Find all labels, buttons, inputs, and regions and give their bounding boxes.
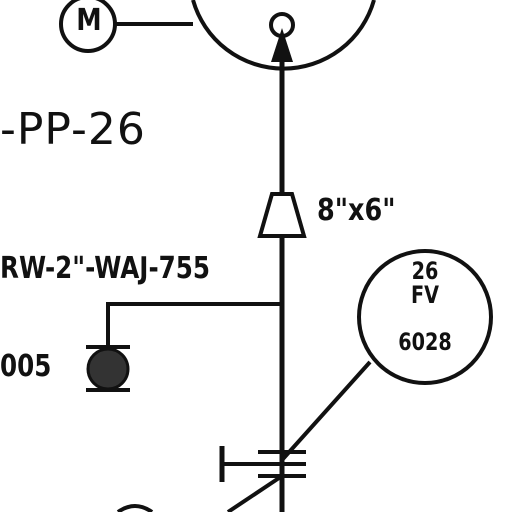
branch-line xyxy=(106,302,282,347)
line-number-label: -PP-26 xyxy=(0,104,146,155)
drain-cap-icon xyxy=(86,347,130,391)
reducer-symbol xyxy=(257,192,307,238)
instrument-bubble xyxy=(357,249,493,385)
flow-arrow-icon xyxy=(271,28,293,62)
instrument-leader-line xyxy=(280,360,372,462)
branch-pipe-label: RW-2"-WAJ-755 xyxy=(0,251,211,286)
motor-label: M xyxy=(76,3,102,38)
instrument-loop-label: 26 xyxy=(411,257,439,285)
valve-body-line xyxy=(226,474,284,512)
instrument-type-label: FV xyxy=(411,281,439,309)
instrument-number-label: 6028 xyxy=(398,328,452,356)
reducer-size-label: 8"x6" xyxy=(317,193,396,228)
drain-tag-label: 005 xyxy=(0,349,52,384)
bottom-partial-shape-left xyxy=(116,504,154,512)
